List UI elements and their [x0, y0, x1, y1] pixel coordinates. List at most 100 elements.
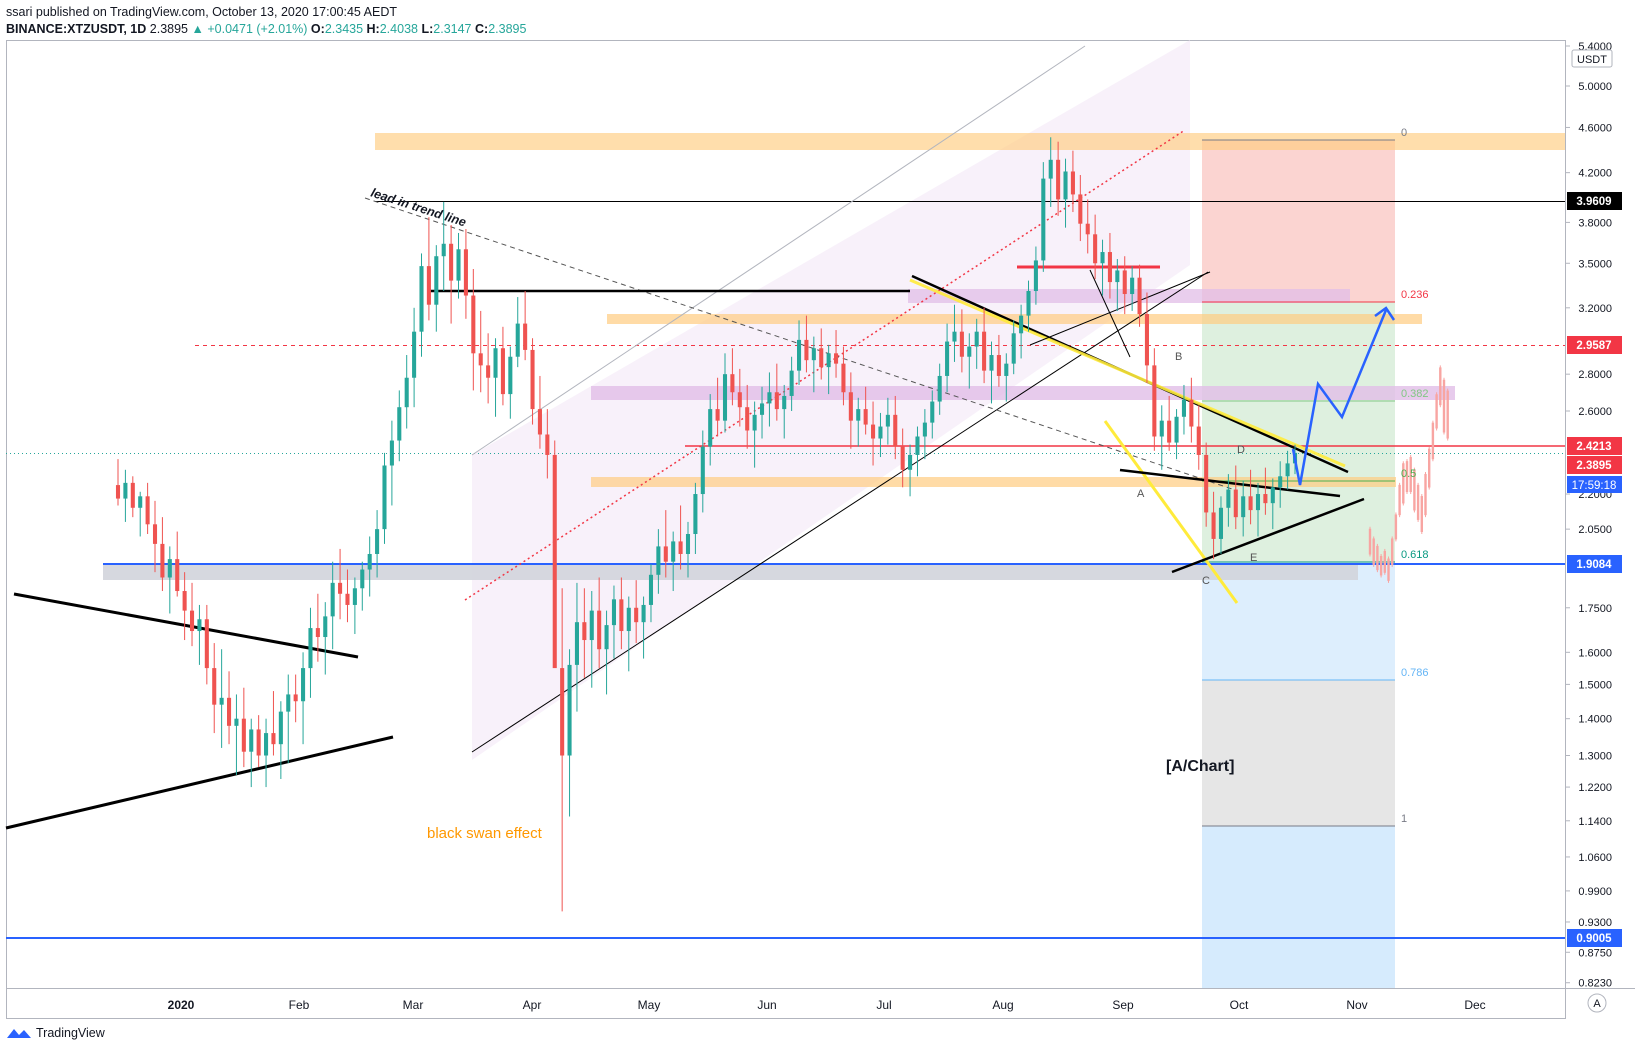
candle-body	[952, 331, 957, 342]
candle	[545, 409, 550, 479]
candle	[160, 517, 165, 592]
auto-scale-button[interactable]	[1587, 993, 1607, 1013]
time-axis[interactable]: 2020 Feb Mar Apr May Jun Jul Aug Sep Oct Nov Dec	[168, 998, 1486, 1012]
candle	[1285, 450, 1290, 490]
candle	[1107, 232, 1112, 299]
candle-body	[204, 619, 209, 669]
fib-blue-zone-bottom	[1202, 826, 1395, 988]
candle-body	[611, 599, 617, 626]
fib-label: 0.618	[1401, 549, 1429, 561]
candle-body	[434, 256, 439, 305]
candle-body	[908, 454, 913, 470]
countdown-tag: 17:59:18	[1567, 476, 1622, 493]
author-name[interactable]: ssari	[6, 5, 33, 19]
candle	[1122, 256, 1127, 315]
candle-body	[708, 409, 713, 447]
candle-body	[1263, 494, 1268, 504]
candle	[1144, 292, 1149, 384]
candle	[426, 217, 431, 321]
candle	[175, 531, 180, 597]
aug-sep-decline-line[interactable]	[1089, 269, 1131, 358]
time-tick-label: Jun	[757, 998, 776, 1012]
symbol-label[interactable]: BINANCE:XTZUSDT, 1D	[6, 22, 147, 36]
ghost-candle	[1409, 454, 1412, 495]
candle	[293, 674, 298, 723]
candle	[1174, 409, 1179, 460]
price-tick-label: 2.0500	[1578, 524, 1612, 536]
ghost-candle	[1431, 420, 1435, 462]
candle	[130, 476, 135, 518]
candle-body	[722, 374, 728, 421]
sep-channel-line[interactable]	[1029, 271, 1211, 346]
price-tick-label: 1.5000	[1578, 679, 1612, 691]
projection-path[interactable]	[1291, 309, 1388, 486]
triangle-top-line[interactable]	[1119, 468, 1341, 498]
candle	[1233, 465, 1238, 530]
candle	[952, 304, 957, 362]
time-tick-label: Aug	[992, 998, 1013, 1012]
candle-body	[486, 365, 491, 378]
candle-body	[878, 426, 883, 439]
candle-body	[715, 409, 720, 421]
candle	[552, 440, 557, 669]
candle	[900, 428, 905, 488]
early-resistance-line[interactable]	[13, 592, 359, 659]
candle	[959, 309, 964, 373]
price-tag-text: 3.9609	[1576, 196, 1611, 208]
candle	[915, 426, 920, 477]
auto-scale-label[interactable]: A	[1593, 998, 1601, 1010]
candle	[1041, 162, 1046, 272]
triangle-bottom-line[interactable]	[1171, 497, 1365, 574]
candle-body	[774, 392, 779, 410]
tradingview-logo-icon[interactable]	[6, 1026, 32, 1040]
candle	[745, 384, 750, 449]
red-dotted-trend-line[interactable]	[464, 129, 1186, 601]
candle-body	[1041, 178, 1046, 261]
candle-body	[1167, 420, 1172, 443]
candle-body	[1211, 512, 1216, 539]
candle	[715, 377, 720, 437]
candle-body	[249, 729, 254, 752]
price-axis[interactable]: 5.40005.00004.60004.20003.80003.50003.20…	[1565, 41, 1612, 990]
time-tick-label: Apr	[523, 998, 542, 1012]
candle	[863, 386, 868, 435]
candle	[922, 409, 927, 460]
candle	[523, 291, 528, 361]
candle-body	[693, 494, 698, 535]
candle	[1152, 348, 1157, 451]
yellow-resistance-line[interactable]	[909, 278, 1346, 468]
early-support-line[interactable]	[5, 735, 394, 830]
ghost-body	[1398, 484, 1401, 516]
candle	[441, 201, 446, 292]
candle	[767, 372, 772, 427]
candle	[493, 338, 498, 417]
candle-body	[626, 607, 631, 632]
candle-body	[182, 591, 187, 611]
price-tag-text: 1.9084	[1576, 559, 1612, 571]
channel-lower-line[interactable]	[471, 271, 1209, 753]
countdown-text: 17:59:18	[1572, 480, 1617, 492]
price-tags: 3.9609 2.9587 2.4213 2.3895 1.9084 0.9005 17:5…	[1567, 192, 1622, 947]
yellow-down-line[interactable]	[1103, 420, 1239, 604]
candle-body	[1019, 315, 1024, 334]
price-tick-label: 3.5000	[1578, 258, 1612, 270]
tradingview-brand[interactable]: TradingView	[36, 1026, 105, 1040]
ghost-candle	[1420, 494, 1423, 535]
price-tag-bg	[1567, 929, 1622, 947]
channel-upper-line[interactable]	[471, 45, 1086, 456]
candle	[1019, 304, 1024, 359]
candle-body	[1181, 399, 1186, 417]
candle-body	[345, 593, 350, 605]
candle-body	[382, 465, 387, 530]
candle	[722, 353, 728, 433]
price-tick-label: 0.9300	[1578, 917, 1612, 929]
open-label: O:	[310, 22, 325, 36]
price-tag-bg	[1567, 555, 1622, 573]
fib-label: 0.786	[1401, 667, 1429, 679]
price-tick-label: 1.7500	[1578, 603, 1612, 615]
wave-labels: A B C D E	[1137, 351, 1257, 587]
candle-body	[834, 353, 839, 364]
candle	[486, 333, 491, 404]
candle-body	[552, 454, 557, 669]
